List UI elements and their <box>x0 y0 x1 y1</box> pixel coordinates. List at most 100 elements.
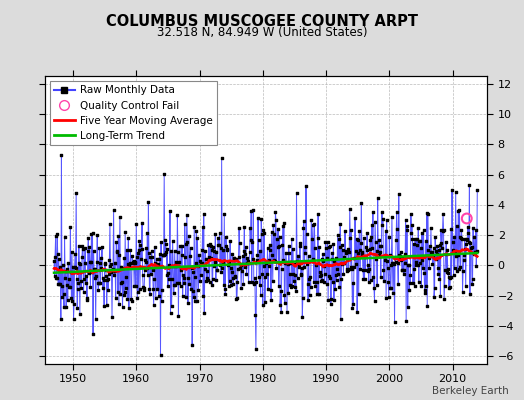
Point <box>303 261 311 267</box>
Point <box>284 290 292 297</box>
Point <box>339 271 347 277</box>
Point <box>263 270 271 277</box>
Point <box>279 222 287 229</box>
Point <box>333 266 341 272</box>
Point <box>141 258 150 265</box>
Point <box>78 254 86 260</box>
Point <box>298 265 306 271</box>
Point <box>396 253 404 260</box>
Point <box>239 248 248 254</box>
Point <box>376 243 384 249</box>
Point <box>287 284 295 291</box>
Point <box>242 244 250 250</box>
Point <box>171 282 179 288</box>
Point <box>242 270 250 277</box>
Point <box>181 221 189 227</box>
Point <box>277 288 285 294</box>
Point <box>207 242 215 249</box>
Point <box>416 238 424 244</box>
Point <box>82 272 90 279</box>
Point <box>334 236 343 242</box>
Point <box>355 291 363 298</box>
Point <box>205 279 214 286</box>
Point <box>359 266 367 273</box>
Point <box>250 280 258 287</box>
Point <box>286 271 294 278</box>
Point <box>166 208 174 214</box>
Point <box>237 285 245 292</box>
Point <box>191 274 200 280</box>
Point <box>463 236 471 242</box>
Point <box>91 266 100 272</box>
Point <box>292 190 301 196</box>
Point <box>65 276 73 282</box>
Point <box>118 304 127 310</box>
Point <box>239 281 247 287</box>
Point <box>279 257 288 264</box>
Point <box>231 272 239 279</box>
Point <box>436 226 445 233</box>
Point <box>251 312 259 318</box>
Point <box>440 296 449 302</box>
Point <box>391 259 400 266</box>
Point <box>389 290 397 297</box>
Point <box>393 226 401 233</box>
Point <box>63 266 71 273</box>
Point <box>456 264 465 271</box>
Point <box>365 266 374 272</box>
Point <box>138 220 146 226</box>
Point <box>299 295 307 301</box>
Point <box>367 234 376 240</box>
Point <box>270 256 278 263</box>
Point <box>451 265 459 271</box>
Point <box>86 284 95 290</box>
Point <box>389 260 398 266</box>
Point <box>56 280 64 287</box>
Point <box>105 271 113 277</box>
Point <box>180 275 188 282</box>
Point <box>383 217 391 223</box>
Point <box>118 278 126 285</box>
Point <box>159 252 168 258</box>
Point <box>324 297 332 304</box>
Point <box>426 253 434 259</box>
Point <box>185 232 193 239</box>
Point <box>399 254 407 260</box>
Point <box>55 280 63 287</box>
Point <box>132 220 140 227</box>
Point <box>351 215 359 221</box>
Point <box>348 280 357 286</box>
Point <box>73 286 82 292</box>
Point <box>421 238 430 244</box>
Point <box>303 281 312 287</box>
Point <box>212 249 221 255</box>
Point <box>220 282 228 288</box>
Point <box>361 253 369 260</box>
Point <box>137 256 145 262</box>
Point <box>210 247 218 254</box>
Point <box>184 275 193 282</box>
Point <box>82 295 91 301</box>
Point <box>139 284 147 290</box>
Point <box>186 252 194 259</box>
Point <box>414 279 423 285</box>
Point <box>280 292 289 299</box>
Point <box>96 280 105 287</box>
Point <box>363 230 372 236</box>
Point <box>423 303 431 309</box>
Point <box>225 260 233 266</box>
Point <box>335 243 344 250</box>
Point <box>66 284 74 290</box>
Point <box>397 257 406 263</box>
Point <box>322 280 331 287</box>
Point <box>432 256 440 263</box>
Point <box>106 263 115 269</box>
Point <box>130 282 138 289</box>
Point <box>193 235 202 241</box>
Point <box>355 228 364 234</box>
Point <box>423 211 432 218</box>
Point <box>385 234 394 240</box>
Point <box>92 316 100 322</box>
Point <box>314 211 322 217</box>
Point <box>183 212 191 218</box>
